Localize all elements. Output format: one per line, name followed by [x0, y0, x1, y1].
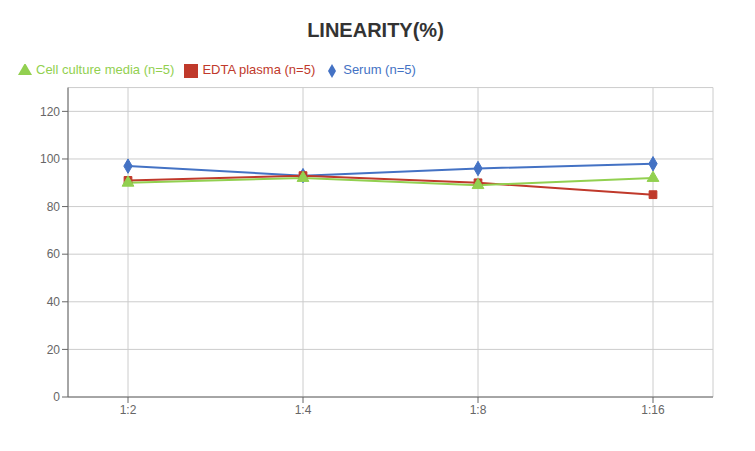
- svg-text:1:8: 1:8: [470, 403, 487, 417]
- svg-text:1:4: 1:4: [295, 403, 312, 417]
- html-text:Serum (n=5): Serum (n=5): [343, 62, 416, 77]
- svg-text:40: 40: [47, 295, 61, 309]
- svg-text:0: 0: [53, 390, 60, 404]
- svg-text:20: 20: [47, 343, 61, 357]
- svg-text:1:16: 1:16: [641, 403, 665, 417]
- svg-text:100: 100: [40, 152, 60, 166]
- svg-text:80: 80: [47, 200, 61, 214]
- svg-text:120: 120: [40, 105, 60, 119]
- html-text:Cell culture media (n=5): Cell culture media (n=5): [36, 62, 175, 77]
- html-text:EDTA plasma (n=5): EDTA plasma (n=5): [202, 62, 316, 77]
- svg-text:1:2: 1:2: [120, 403, 137, 417]
- html-text:LINEARITY(%): LINEARITY(%): [307, 19, 444, 41]
- svg-text:60: 60: [47, 247, 61, 261]
